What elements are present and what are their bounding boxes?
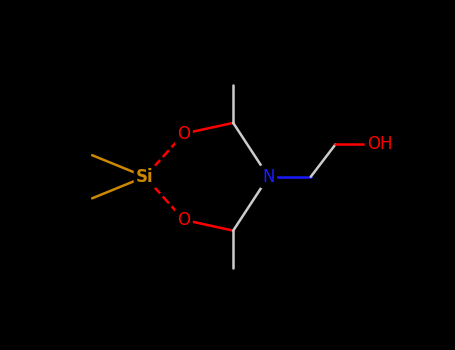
Text: O: O bbox=[177, 125, 190, 143]
Text: OH: OH bbox=[367, 135, 393, 153]
Text: Si: Si bbox=[136, 168, 154, 186]
Text: O: O bbox=[177, 211, 190, 229]
Text: N: N bbox=[262, 168, 275, 186]
